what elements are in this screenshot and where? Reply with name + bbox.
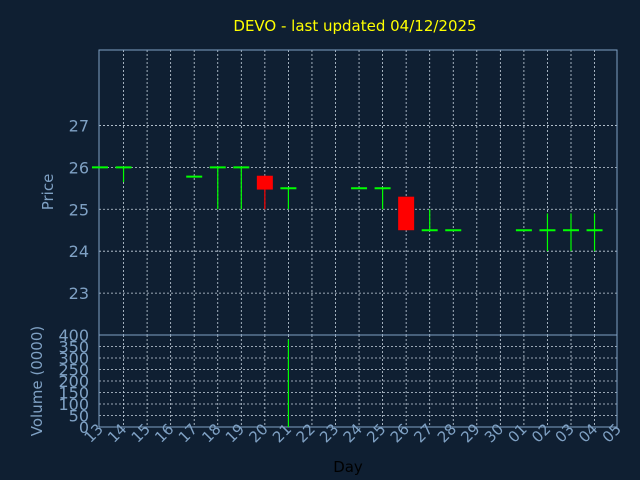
candle bbox=[115, 166, 132, 183]
candle bbox=[280, 187, 297, 210]
candle bbox=[563, 213, 579, 252]
candle bbox=[374, 187, 391, 210]
volume-y-tick-label: 150 bbox=[58, 384, 89, 403]
volume-y-tick-label: 50 bbox=[69, 407, 89, 426]
candle bbox=[421, 209, 438, 232]
x-tick-label: 16 bbox=[151, 420, 177, 446]
x-tick-label: 30 bbox=[481, 420, 507, 446]
volume-y-tick-label: 200 bbox=[58, 372, 89, 391]
x-tick-label: 28 bbox=[434, 420, 460, 446]
x-tick-label: 19 bbox=[222, 420, 248, 446]
candle bbox=[256, 175, 273, 210]
volume-y-tick-label: 250 bbox=[58, 361, 89, 380]
candles bbox=[92, 166, 603, 252]
price-y-tick-label: 27 bbox=[69, 116, 89, 135]
x-tick-label: 14 bbox=[104, 420, 130, 446]
volume-panel-frame bbox=[98, 334, 618, 428]
price-y-tick-label: 23 bbox=[69, 284, 89, 303]
x-tick-label: 15 bbox=[128, 420, 154, 446]
candle bbox=[398, 196, 415, 231]
x-tick-label: 24 bbox=[340, 420, 366, 446]
x-tick-label: 02 bbox=[528, 420, 554, 446]
x-tick-label: 23 bbox=[316, 420, 342, 446]
x-axis-label: Day bbox=[333, 458, 363, 476]
x-tick-label: 26 bbox=[387, 420, 413, 446]
volume-y-tick-label: 400 bbox=[58, 326, 89, 345]
volume-y-tick-label: 100 bbox=[58, 395, 89, 414]
candle bbox=[539, 213, 556, 252]
x-tick-label: 01 bbox=[504, 420, 530, 446]
x-tick-label: 25 bbox=[363, 420, 389, 446]
price-y-tick-label: 25 bbox=[69, 200, 89, 219]
candle bbox=[209, 166, 226, 210]
price-y-tick-label: 24 bbox=[69, 242, 89, 261]
x-tick-label: 29 bbox=[457, 420, 483, 446]
x-tick-label: 17 bbox=[175, 420, 201, 446]
price-y-tick-label: 26 bbox=[69, 158, 89, 177]
x-tick-label: 22 bbox=[293, 420, 319, 446]
x-tick-label: 18 bbox=[198, 420, 224, 446]
x-tick-label: 03 bbox=[552, 420, 578, 446]
price-grid bbox=[99, 50, 617, 335]
x-tick-label: 05 bbox=[599, 420, 625, 446]
x-tick-label: 04 bbox=[575, 420, 601, 446]
price-panel-frame bbox=[98, 49, 618, 336]
candle-body bbox=[256, 175, 273, 190]
volume-y-axis-label: Volume (0000) bbox=[28, 326, 46, 436]
x-ticks: 1314151617181920212223242526272829300102… bbox=[81, 420, 625, 446]
x-tick-label: 21 bbox=[269, 420, 295, 446]
candle-body bbox=[398, 196, 415, 231]
volume-grid bbox=[99, 335, 617, 427]
volume-y-tick-label: 0 bbox=[79, 418, 89, 437]
price-y-axis-label: Price bbox=[39, 174, 57, 211]
volume-y-tick-label: 300 bbox=[58, 349, 89, 368]
candle bbox=[586, 213, 603, 252]
x-tick-label: 20 bbox=[245, 420, 271, 446]
x-tick-label: 27 bbox=[410, 420, 436, 446]
price-y-ticks: 23 24 25 26 27 bbox=[69, 116, 89, 303]
candle bbox=[233, 166, 250, 210]
chart-title: DEVO - last updated 04/12/2025 bbox=[233, 17, 476, 35]
volume-y-tick-label: 350 bbox=[58, 338, 89, 357]
